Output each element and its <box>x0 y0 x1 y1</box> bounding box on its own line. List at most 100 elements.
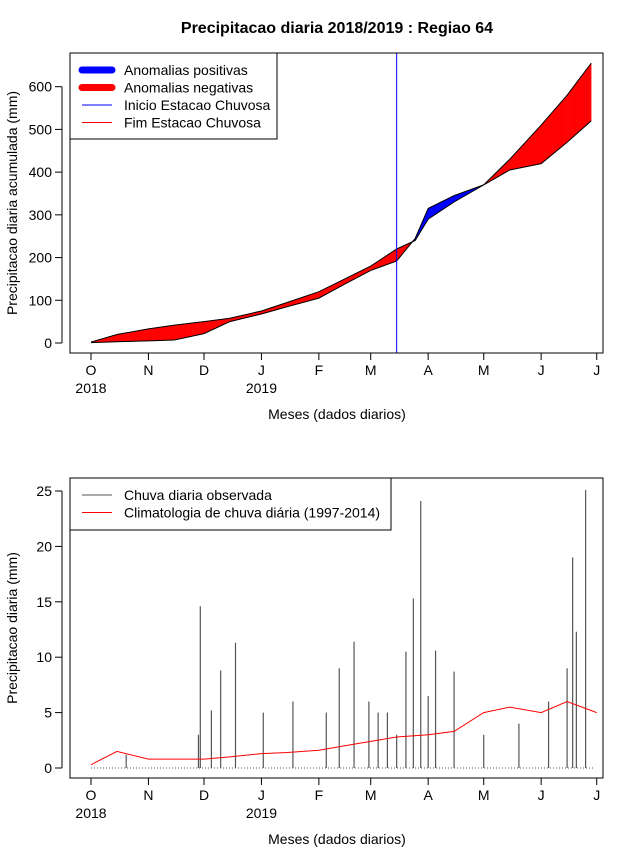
daily-precipitation-chart: O N D J F M A M J J 2018 2019 0 5 10 15 20 25 Meses (dado… <box>4 477 604 847</box>
negative-anomaly-fill <box>166 325 170 341</box>
y-tick-label: 20 <box>36 538 52 554</box>
negative-anomaly-fill <box>194 322 197 336</box>
negative-anomaly-fill <box>161 326 164 341</box>
y-tick-label: 25 <box>36 483 52 499</box>
axes: O N D J F M A M J J 2018 2019 0 5 10 15 20 25 <box>36 483 600 821</box>
accumulated-precipitation-chart: O N D J F M A M J J 2018 2019 0 100 200 300 400 500 600 Me… <box>4 52 604 422</box>
negative-anomaly-fill <box>162 326 166 341</box>
negative-anomaly-fill <box>207 320 210 333</box>
negative-anomaly-fill <box>116 333 120 342</box>
climatology-line <box>90 700 597 766</box>
negative-anomaly-fill <box>557 103 560 151</box>
x-tick-label: N <box>143 787 153 803</box>
negative-anomaly-fill <box>177 324 181 340</box>
negative-anomaly-fill <box>583 69 586 128</box>
y-tick-label: 400 <box>29 164 53 180</box>
negative-anomaly-fill <box>568 89 571 142</box>
y-tick-label: 5 <box>44 705 52 721</box>
negative-anomaly-fill <box>552 109 555 155</box>
negative-anomaly-fill <box>209 320 212 332</box>
negative-anomaly-fill <box>138 329 142 342</box>
y-tick-label: 300 <box>29 207 53 223</box>
negative-anomaly-fill <box>533 130 536 166</box>
negative-anomaly-fill <box>515 150 518 170</box>
legend-label: Fim Estacao Chuvosa <box>124 115 261 131</box>
legend-box <box>69 477 392 531</box>
climatology-daily-line <box>90 700 597 766</box>
negative-anomaly-fill <box>581 72 584 130</box>
climatology-cumulative-line <box>90 62 592 343</box>
x-tick-label: A <box>423 787 433 803</box>
negative-anomaly-fill <box>390 251 394 264</box>
negative-anomaly-fill <box>546 116 549 160</box>
x-tick-label: J <box>538 362 545 378</box>
negative-anomaly-fill <box>144 328 147 342</box>
x-tick-label: J <box>593 362 600 378</box>
negative-anomaly-fill <box>125 332 129 342</box>
x-year-label: 2019 <box>246 805 277 821</box>
negative-anomaly-fill <box>200 321 203 335</box>
negative-anomaly-fill <box>155 327 158 341</box>
negative-anomaly-fill <box>550 111 553 157</box>
y-tick-label: 15 <box>36 594 52 610</box>
negative-anomaly-fill <box>578 77 581 133</box>
y-axis-label: Precipitacao diaria (mm) <box>4 552 20 704</box>
negative-anomaly-fill <box>127 331 131 342</box>
negative-anomaly-fill <box>537 126 540 165</box>
x-tick-label: M <box>365 787 377 803</box>
negative-anomaly-fill <box>205 320 208 334</box>
y-tick-label: 0 <box>44 335 52 351</box>
negative-anomaly-fill <box>198 321 201 336</box>
negative-anomaly-fill <box>213 319 216 330</box>
negative-anomaly-fill <box>151 327 155 341</box>
negative-anomaly-fill <box>389 252 392 264</box>
negative-anomaly-fill <box>137 330 140 342</box>
negative-anomaly-fill <box>142 329 145 342</box>
daily-rain-bars <box>91 489 595 769</box>
x-tick-label: F <box>315 362 324 378</box>
negative-anomaly-fill <box>563 96 566 146</box>
negative-anomaly-fill <box>181 323 184 339</box>
x-year-label: 2018 <box>75 805 106 821</box>
negative-anomaly-fill <box>201 321 205 335</box>
negative-anomaly-fill <box>131 331 134 342</box>
x-tick-label: J <box>538 787 545 803</box>
negative-anomaly-fill <box>566 92 570 143</box>
y-tick-label: 600 <box>29 79 53 95</box>
negative-anomaly-fill <box>146 328 149 342</box>
negative-anomaly-fill <box>579 74 583 132</box>
x-year-label: 2019 <box>246 380 277 396</box>
negative-anomaly-fill <box>192 322 195 337</box>
x-tick-label: N <box>143 362 153 378</box>
negative-anomaly-fill <box>114 334 118 343</box>
negative-anomaly-fill <box>518 146 521 169</box>
negative-anomaly-fill <box>587 65 590 125</box>
negative-anomaly-fill <box>528 136 531 167</box>
negative-anomaly-fill <box>190 322 194 337</box>
negative-anomaly-fill <box>516 148 520 169</box>
series-lines <box>90 62 592 344</box>
negative-anomaly-fill <box>170 325 173 341</box>
negative-anomaly-fill <box>124 332 127 342</box>
x-axis-label: Meses (dados diarios) <box>268 831 406 847</box>
x-tick-label: J <box>258 787 265 803</box>
negative-anomaly-fill <box>541 122 544 165</box>
negative-anomaly-fill <box>118 333 121 342</box>
negative-anomaly-fill <box>544 118 547 161</box>
legend: Chuva diaria observada Climatologia de ch… <box>69 477 392 531</box>
negative-anomaly-fill <box>140 329 144 342</box>
negative-anomaly-fill <box>159 326 162 341</box>
x-tick-label: O <box>86 787 97 803</box>
negative-anomaly-fill <box>129 331 133 342</box>
negative-anomaly-fill <box>539 124 542 165</box>
negative-anomaly-fill <box>153 327 157 341</box>
negative-anomaly-fill <box>589 62 592 123</box>
x-tick-label: J <box>593 787 600 803</box>
negative-anomaly-fill <box>561 98 564 148</box>
negative-anomaly-fill <box>548 113 551 158</box>
y-tick-label: 100 <box>29 292 53 308</box>
x-axis-label: Meses (dados diarios) <box>268 406 406 422</box>
negative-anomaly-fill <box>529 134 533 167</box>
negative-anomaly-fill <box>570 87 573 140</box>
